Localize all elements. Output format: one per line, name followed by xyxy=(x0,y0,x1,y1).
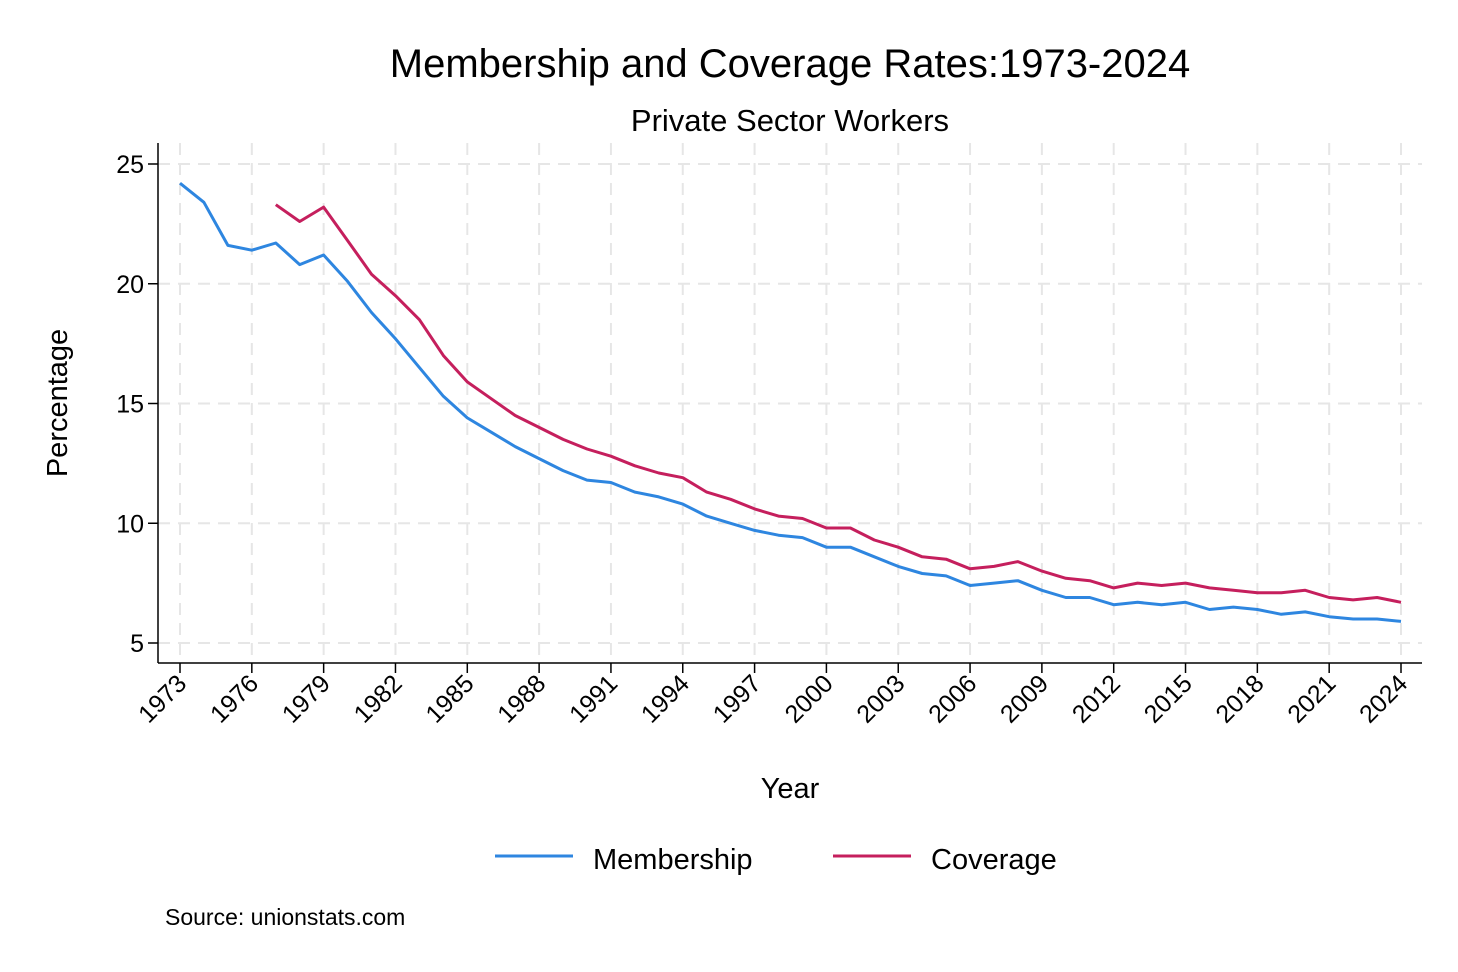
series-line-membership xyxy=(179,182,1402,623)
source-note: Source: unionstats.com xyxy=(165,904,405,930)
legend-label-membership: Membership xyxy=(593,844,753,876)
x-tick-label: 2006 xyxy=(923,669,982,728)
x-tick-label: 1976 xyxy=(205,669,264,728)
x-tick-label: 2012 xyxy=(1067,669,1126,728)
y-tick-label: 25 xyxy=(116,151,144,179)
x-tick-label: 1973 xyxy=(133,669,192,728)
x-tick-label: 2021 xyxy=(1282,669,1341,728)
x-tick-label: 2000 xyxy=(780,669,839,728)
x-tick-label: 1985 xyxy=(420,669,479,728)
x-tick-label: 2024 xyxy=(1354,669,1413,728)
x-ticks: 1973 1976 1979 1982 1985 1988 1991 1994 1997 2000… xyxy=(133,663,1413,729)
x-axis-title: Year xyxy=(761,773,820,805)
x-tick-label: 1994 xyxy=(636,669,695,728)
x-tick-label: 1979 xyxy=(277,669,336,728)
x-tick-label: 2003 xyxy=(851,669,910,728)
x-tick-label: 1991 xyxy=(564,669,623,728)
legend-label-coverage: Coverage xyxy=(931,844,1057,876)
gridlines xyxy=(158,143,1422,663)
x-tick-label: 1982 xyxy=(349,669,408,728)
y-ticks: 5 10 15 20 25 xyxy=(116,151,158,658)
x-tick-label: 1988 xyxy=(492,669,551,728)
x-tick-label: 2015 xyxy=(1139,669,1198,728)
y-tick-label: 10 xyxy=(116,510,144,538)
y-tick-label: 15 xyxy=(116,391,144,419)
legend: Membership Coverage xyxy=(495,844,1057,876)
series-lines xyxy=(179,182,1402,623)
chart-title: Membership and Coverage Rates:1973-2024 xyxy=(390,42,1191,86)
x-tick-label: 1997 xyxy=(708,669,767,728)
x-tick-label: 2009 xyxy=(995,669,1054,728)
x-tick-label: 2018 xyxy=(1210,669,1269,728)
chart-subtitle: Private Sector Workers xyxy=(631,103,949,138)
series-line-coverage xyxy=(274,203,1402,604)
y-tick-label: 5 xyxy=(130,630,144,658)
y-axis-title: Percentage xyxy=(42,329,74,477)
y-tick-label: 20 xyxy=(116,271,144,299)
